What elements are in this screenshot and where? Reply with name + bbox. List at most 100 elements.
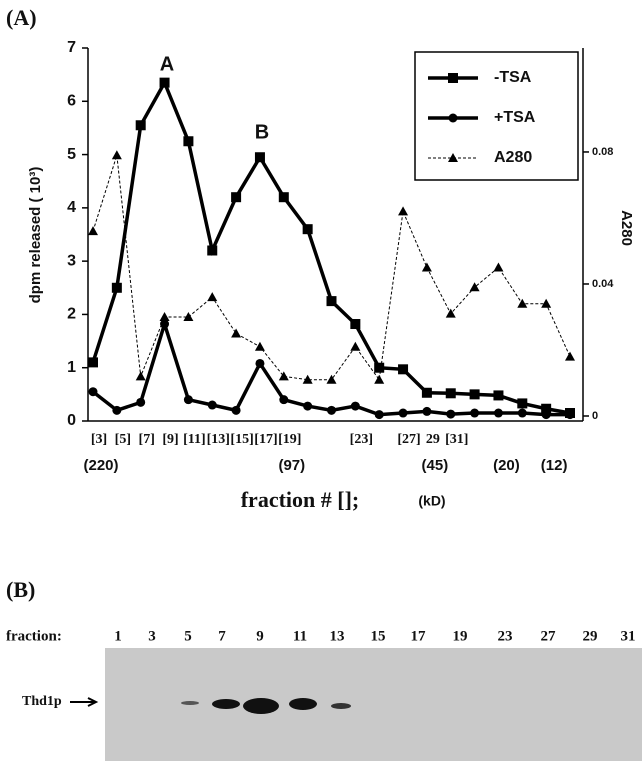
marker: [231, 328, 241, 337]
legend-label: A280: [494, 149, 532, 166]
marker: [303, 224, 313, 234]
marker: [112, 406, 121, 415]
y-tick-label: 5: [67, 146, 76, 163]
marker: [160, 78, 170, 88]
band: [212, 699, 240, 709]
band: [331, 703, 351, 709]
lane-label: 1: [114, 628, 122, 644]
marker: [422, 388, 432, 398]
marker: [136, 120, 146, 130]
marker: [374, 363, 384, 373]
marker: [136, 371, 146, 380]
marker: [279, 371, 289, 380]
marker: [351, 402, 360, 411]
x-tick-label: [5]: [115, 432, 131, 447]
band-arrow: [70, 698, 96, 706]
band: [289, 698, 317, 710]
marker: [232, 406, 241, 415]
y2-tick-label: 0.04: [592, 278, 614, 290]
marker: [136, 398, 145, 407]
lane-label: 7: [218, 628, 226, 644]
marker: [327, 375, 337, 384]
annotation: A: [160, 53, 174, 75]
x-tick-label: [27]: [397, 432, 420, 447]
lane-header: fraction:: [6, 628, 62, 644]
marker: [112, 283, 122, 293]
x-axis-label: fraction # [];: [241, 487, 360, 512]
band-label: Thd1p: [22, 694, 62, 709]
marker: [398, 364, 408, 374]
lane-label: 27: [541, 628, 557, 644]
marker: [398, 206, 408, 215]
marker: [493, 262, 503, 271]
marker: [160, 312, 170, 321]
x-tick-label: 29: [426, 432, 440, 447]
x-tick-label: [3]: [91, 432, 107, 447]
marker: [542, 410, 551, 419]
marker: [422, 407, 431, 416]
marker: [399, 409, 408, 418]
marker: [207, 292, 217, 301]
panel-label: (A): [6, 5, 37, 30]
y-tick-label: 4: [67, 199, 76, 216]
marker: [446, 388, 456, 398]
y-tick-label: 7: [67, 39, 76, 56]
x-tick-label: [9]: [162, 432, 178, 447]
series-line: [93, 324, 570, 415]
marker: [207, 245, 217, 255]
legend-marker: [448, 73, 458, 83]
panel-label: (B): [6, 577, 35, 602]
y-tick-label: 1: [67, 359, 76, 376]
size-label: (20): [493, 457, 520, 474]
x-tick-label: [17]: [254, 432, 277, 447]
x-tick-label: [23]: [350, 432, 373, 447]
lane-label: 5: [184, 628, 192, 644]
marker: [255, 342, 265, 351]
annotation: B: [255, 121, 269, 143]
lane-label: 3: [148, 628, 156, 644]
marker: [255, 152, 265, 162]
marker: [493, 390, 503, 400]
lane-label: 17: [411, 628, 427, 644]
lane-label: 19: [453, 628, 468, 644]
marker: [327, 296, 337, 306]
x2-axis-label: (kD): [418, 493, 445, 509]
marker: [350, 342, 360, 351]
x-tick-label: [15]: [230, 432, 253, 447]
y2-axis-label: A280: [618, 210, 635, 246]
x-tick-label: [19]: [278, 432, 301, 447]
marker: [350, 319, 360, 329]
marker: [446, 410, 455, 419]
y-tick-label: 3: [67, 252, 76, 269]
marker: [494, 409, 503, 418]
marker: [470, 409, 479, 418]
y-tick-label: 0: [67, 412, 76, 429]
marker: [565, 352, 575, 361]
lane-label: 11: [293, 628, 307, 644]
marker: [184, 395, 193, 404]
band: [181, 701, 199, 705]
size-label: (97): [278, 457, 305, 474]
marker: [374, 375, 384, 384]
legend-label: -TSA: [494, 69, 532, 86]
marker: [375, 410, 384, 419]
marker: [89, 387, 98, 396]
size-label: (12): [541, 457, 568, 474]
marker: [279, 395, 288, 404]
marker: [470, 389, 480, 399]
marker: [183, 136, 193, 146]
band: [243, 698, 279, 714]
marker: [517, 398, 527, 408]
lane-label: 29: [583, 628, 598, 644]
y2-tick-label: 0.08: [592, 146, 613, 158]
x-tick-label: [11]: [183, 432, 206, 447]
marker: [255, 359, 264, 368]
lane-label: 9: [256, 628, 264, 644]
marker: [88, 357, 98, 367]
marker: [208, 401, 217, 410]
marker: [112, 150, 122, 159]
marker: [518, 409, 527, 418]
marker: [327, 406, 336, 415]
y-tick-label: 2: [67, 306, 76, 323]
